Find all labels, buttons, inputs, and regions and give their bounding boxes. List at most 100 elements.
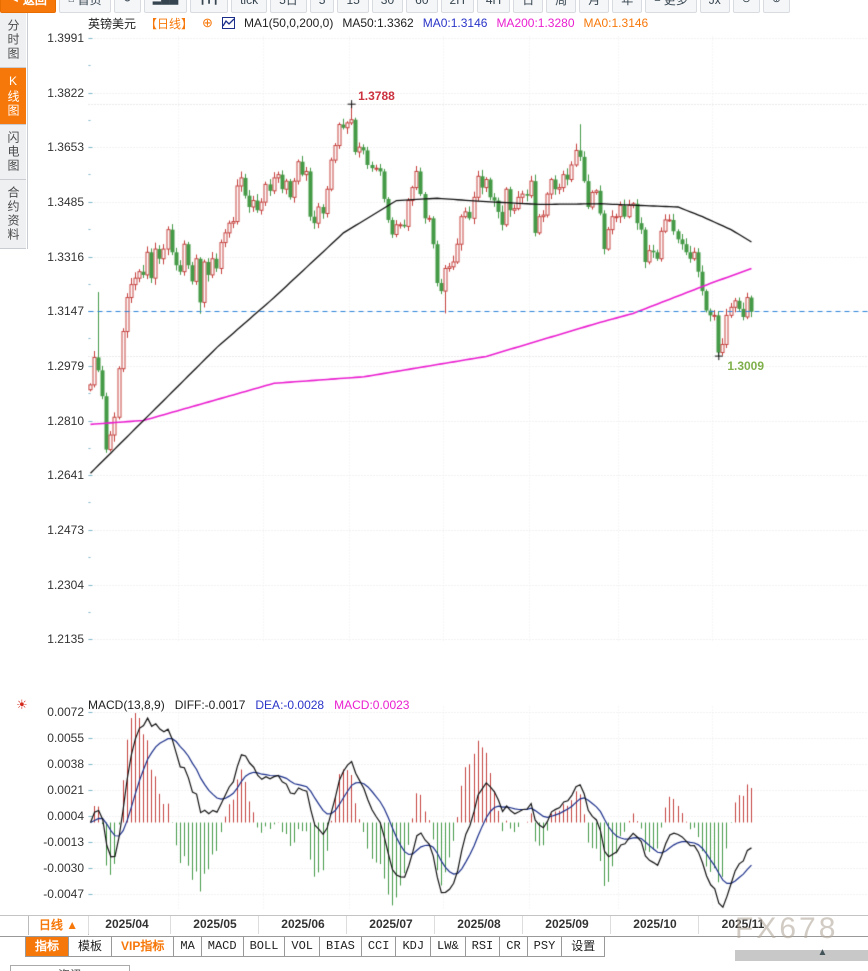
price-axis-label: 1.3991 <box>47 31 84 45</box>
candlestick-chart[interactable] <box>88 26 868 668</box>
price-axis-label: 1.2979 <box>47 358 84 373</box>
tab-psy[interactable]: PSY <box>527 937 563 957</box>
macd-chart[interactable] <box>88 702 868 914</box>
date-axis-label: 2025/04 <box>105 917 149 931</box>
interval-monthly-button[interactable]: 月 <box>579 0 610 13</box>
tab-ma[interactable]: MA <box>174 937 202 957</box>
collapse-arrow-icon: ▲ <box>817 947 828 958</box>
tab-cr[interactable]: CR <box>500 937 528 957</box>
tab-kdj-label: KDJ <box>402 939 425 953</box>
add-indicator-icon[interactable]: ⊕ <box>202 15 213 30</box>
tab-bias-label: BIAS <box>326 939 355 953</box>
menu-icon: ≡ <box>654 0 660 5</box>
tab-cci[interactable]: CCI <box>361 937 397 957</box>
interval-daily-button[interactable]: 日 <box>513 0 544 13</box>
tab-vip-indicators[interactable]: VIP指标 <box>112 937 175 957</box>
axis-separator <box>610 916 611 934</box>
tab-bias[interactable]: BIAS <box>320 937 362 957</box>
tab-rsi-label: RSI <box>471 939 494 953</box>
tab-boll-label: BOLL <box>249 939 279 953</box>
left-sidebar: 分时图 K线图闪电图合约资料 <box>0 13 28 249</box>
more-button[interactable]: ≡更多 <box>645 0 697 13</box>
period-selector-button[interactable]: 日线 ▲ <box>28 916 89 935</box>
macd-axis-label: 0.0072 <box>47 705 84 719</box>
interval-15min-button[interactable]: 15 <box>337 0 369 13</box>
tab-vol-label: VOL <box>291 939 314 953</box>
interval-30min-button-label: 30 <box>381 0 394 7</box>
price-axis-label: 1.3822 <box>47 85 84 100</box>
home-button[interactable]: ⌂首页 <box>58 0 111 13</box>
axis-separator <box>434 916 435 934</box>
tab-vip-indicators-label: VIP指标 <box>121 939 165 953</box>
price-axis-label: 1.3485 <box>47 194 84 209</box>
candlestick-view-button[interactable]: ┃╏┃ <box>190 0 229 13</box>
back-button[interactable]: ◄返回 <box>0 0 56 13</box>
interval-yearly-button[interactable]: 年 <box>612 0 643 13</box>
refresh-icon: ↻ <box>123 0 132 5</box>
tab-settings[interactable]: 设置 <box>562 937 606 957</box>
price-axis-label: 1.2135 <box>47 632 84 647</box>
interval-60min-button[interactable]: 60 <box>406 0 438 13</box>
collapse-panel-bar[interactable]: ▲ <box>735 947 868 961</box>
sidebar-item-candle-chart[interactable]: K线图 <box>0 68 26 125</box>
interval-2h-button-label: 2H <box>450 0 465 7</box>
axis-separator <box>346 916 347 934</box>
macd-axis-label: -0.0030 <box>43 861 84 875</box>
tab-boll[interactable]: BOLL <box>243 937 286 957</box>
macd-axis-label: -0.0013 <box>43 835 84 849</box>
back-button-label: 返回 <box>22 0 47 7</box>
interval-weekly-button[interactable]: 周 <box>546 0 577 13</box>
candlestick-icon: ┃╏┃ <box>199 0 219 5</box>
price-axis-label: 1.3147 <box>47 304 84 319</box>
interval-5min-button-label: 5 <box>319 0 326 7</box>
interval-30min-button[interactable]: 30 <box>371 0 404 13</box>
indicator-settings-icon[interactable]: ☀ <box>16 697 28 712</box>
indicator-formula-button[interactable]: Jx <box>699 0 730 13</box>
interval-2h-button[interactable]: 2H <box>440 0 474 13</box>
tab-ma-label: MA <box>180 939 195 953</box>
macd-axis-label: 0.0021 <box>47 783 84 797</box>
trend-chart-button[interactable]: ▂▅▇ <box>143 0 188 13</box>
interval-yearly-button-label: 年 <box>621 0 634 7</box>
date-axis-label: 2025/11 <box>721 917 765 931</box>
refresh-button[interactable]: ↻ <box>113 0 141 13</box>
sidebar-item-time-chart[interactable]: 分时图 <box>0 13 26 68</box>
zoom-in-button[interactable]: ⊕ <box>762 0 791 13</box>
tab-news[interactable]: 资讯 <box>10 965 130 971</box>
price-axis-label: 1.2641 <box>47 468 84 483</box>
price-axis-label: 1.2473 <box>47 522 84 537</box>
sidebar-item-lightning-chart[interactable]: 闪电图 <box>0 125 26 180</box>
axis-separator <box>170 916 171 934</box>
interval-4h-button-label: 4H <box>486 0 501 7</box>
interval-5min-button[interactable]: 5 <box>309 0 335 13</box>
tab-templates[interactable]: 模板 <box>69 937 113 957</box>
tab-lw-label: LW& <box>437 939 459 953</box>
macd-axis-label: 0.0038 <box>47 757 84 771</box>
top-toolbar: ◄返回⌂首页↻▂▅▇┃╏┃tick5日51530602H4H日周月年≡更多Jx⊖… <box>0 0 868 13</box>
interval-60min-button-label: 60 <box>415 0 428 7</box>
interval-monthly-button-label: 月 <box>588 0 601 7</box>
zoom-in-icon: ⊕ <box>772 0 781 5</box>
sidebar-item-contract-info-label: 合约资料 <box>6 186 20 242</box>
sidebar-item-contract-info[interactable]: 合约资料 <box>0 180 26 249</box>
interval-5day-button[interactable]: 5日 <box>270 0 307 13</box>
tab-cr-label: CR <box>506 939 521 953</box>
interval-tick-button[interactable]: tick <box>231 0 268 13</box>
date-axis-label: 2025/10 <box>633 917 677 931</box>
indicator-formula-button-label: Jx <box>709 0 721 7</box>
tab-kdj[interactable]: KDJ <box>396 937 432 957</box>
tab-vol[interactable]: VOL <box>285 937 321 957</box>
price-axis-label: 1.2304 <box>47 577 84 592</box>
tab-psy-label: PSY <box>533 939 556 953</box>
tab-indicators[interactable]: 指标 <box>25 937 70 957</box>
back-arrow-icon: ◄ <box>9 0 20 5</box>
zoom-out-button[interactable]: ⊖ <box>732 0 760 13</box>
sidebar-item-candle-chart-label: K线图 <box>6 74 20 118</box>
tab-macd[interactable]: MACD <box>201 937 244 957</box>
tab-rsi[interactable]: RSI <box>465 937 501 957</box>
interval-daily-button-label: 日 <box>522 0 535 7</box>
tab-lw[interactable]: LW& <box>431 937 466 957</box>
axis-separator <box>522 916 523 934</box>
interval-4h-button[interactable]: 4H <box>476 0 511 13</box>
low-price-label: 1.3009 <box>727 358 765 373</box>
